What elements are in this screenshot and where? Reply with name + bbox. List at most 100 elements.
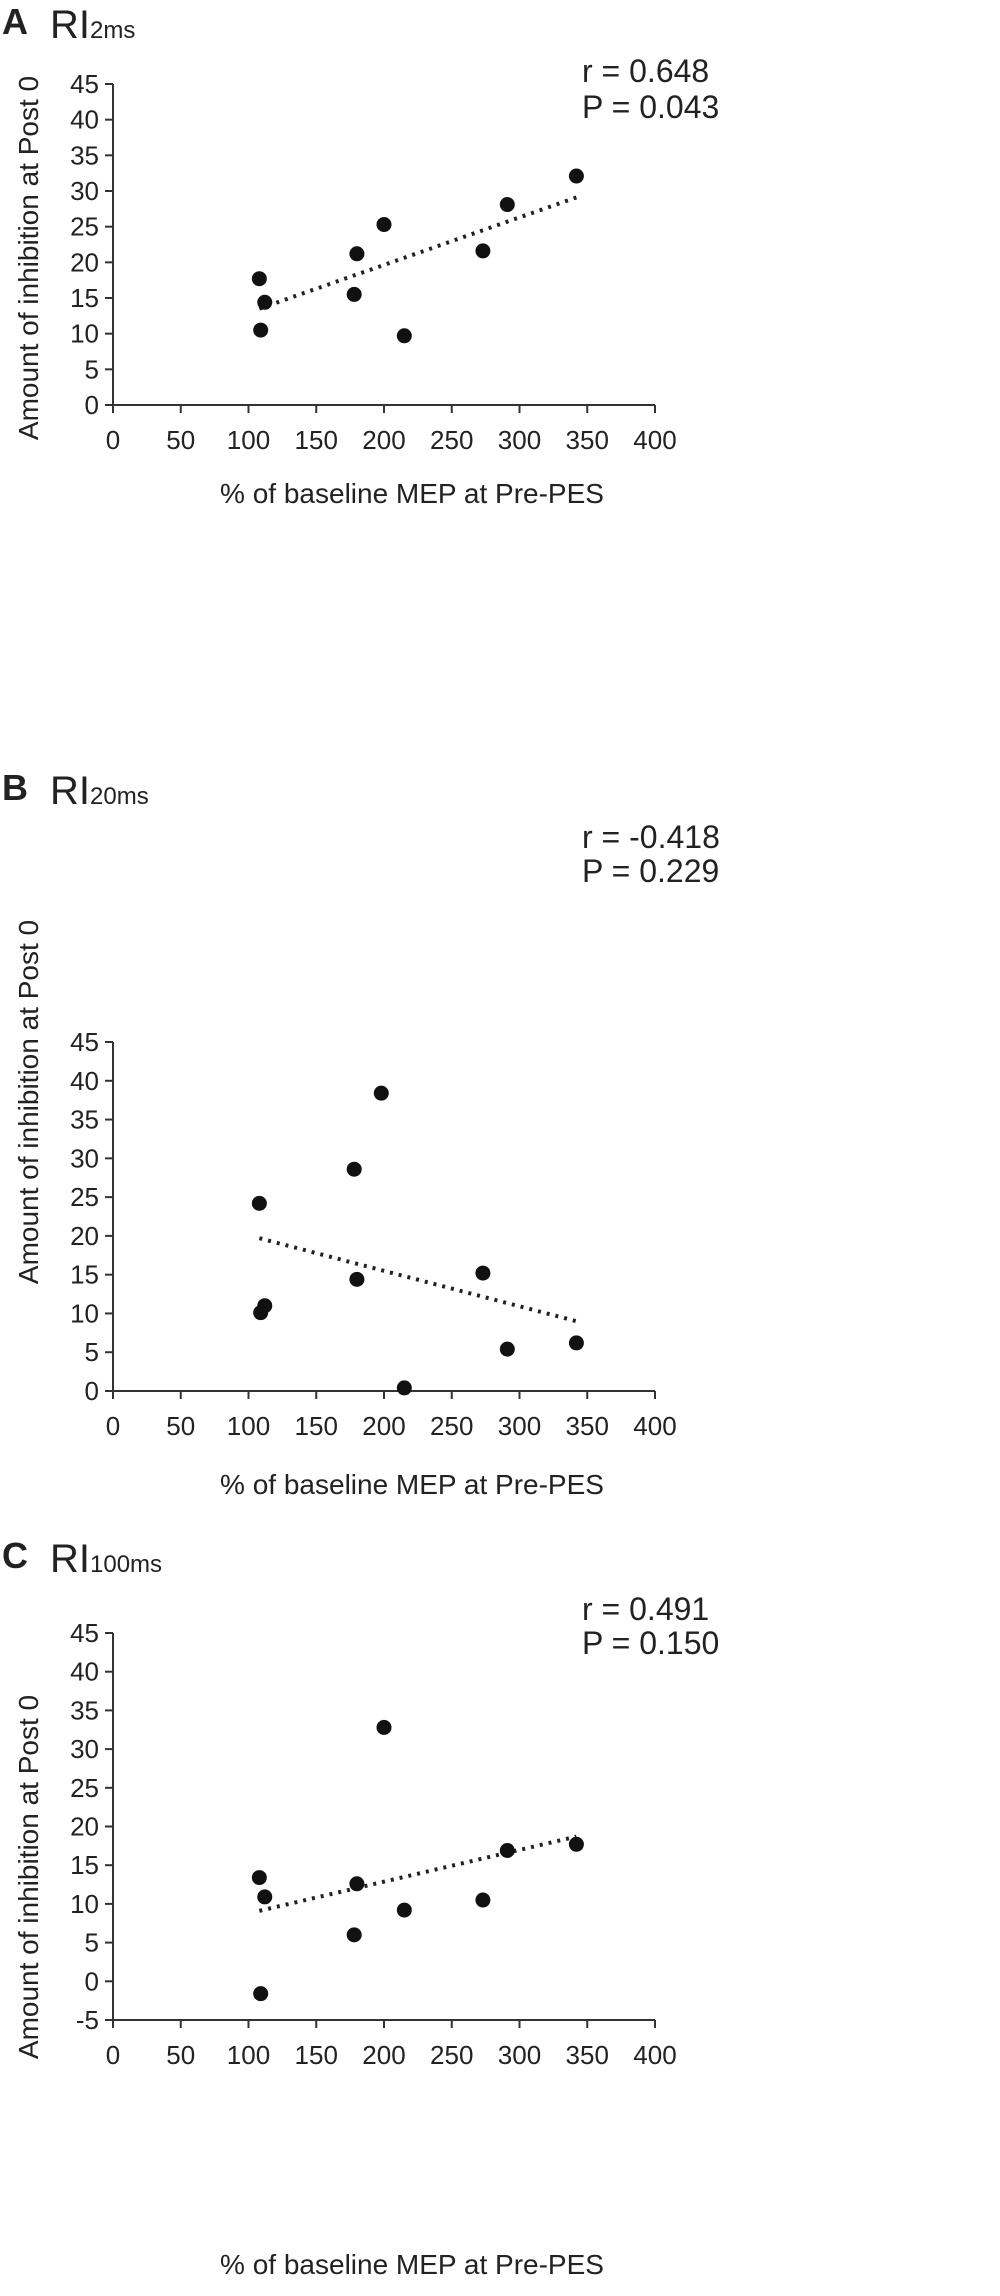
trendline-a: [258, 195, 578, 311]
y-tick-label-a: 10: [70, 319, 99, 349]
stat-p-a: P = 0.043: [582, 89, 719, 125]
y-tick-label-c: 0: [85, 1966, 99, 1996]
data-point-c: [396, 1902, 412, 1918]
data-point-c: [253, 1986, 269, 2002]
x-ticks-c: 0 50 100 150 200 250 300 350 400: [106, 2020, 677, 2070]
panel-c: C RI100ms r = 0.491 P = 0.150 Amount of …: [0, 1532, 1000, 2296]
x-tick-label-c: 400: [633, 2040, 676, 2070]
y-tick-label-c: 15: [70, 1850, 99, 1880]
stat-p-b: P = 0.229: [582, 853, 719, 889]
data-point-c: [251, 1870, 267, 1886]
trendline-c: [258, 1834, 577, 1913]
x-tick-label-a: 50: [166, 425, 195, 455]
x-tick-label-c: 0: [106, 2040, 120, 2070]
scatter-chart-b: B RI20ms r = -0.418 P = 0.229 Amount of …: [2, 767, 720, 1500]
panel-letter-a: A: [2, 1, 28, 42]
x-tick-label-b: 250: [430, 1411, 473, 1441]
y-tick-label-b: 15: [70, 1260, 99, 1290]
y-tick-label-c: 35: [70, 1695, 99, 1725]
x-tick-label-c: 50: [166, 2040, 195, 2070]
chart-title-subscript-c: 100ms: [90, 1551, 162, 1578]
x-tick-label-c: 100: [227, 2040, 270, 2070]
y-tick-label-c: 20: [70, 1812, 99, 1842]
data-point-c: [568, 1836, 584, 1852]
y-axis-label-b: Amount of inhibition at Post 0: [13, 920, 44, 1284]
stat-r-a: r = 0.648: [582, 53, 709, 89]
x-tick-label-c: 250: [430, 2040, 473, 2070]
panel-b: B RI20ms r = -0.418 P = 0.229 Amount of …: [0, 762, 1000, 1532]
x-tick-label-b: 350: [566, 1411, 609, 1441]
y-tick-label-c: 5: [85, 1928, 99, 1958]
x-tick-label-c: 150: [295, 2040, 338, 2070]
y-tick-label-b: 0: [85, 1376, 99, 1406]
data-point-a: [396, 328, 412, 344]
data-point-b: [568, 1335, 584, 1351]
trendline-b: [258, 1236, 577, 1324]
x-tick-label-c: 350: [566, 2040, 609, 2070]
stat-p-c: P = 0.150: [582, 1625, 719, 1661]
x-tick-label-a: 0: [106, 425, 120, 455]
y-tick-label-b: 20: [70, 1221, 99, 1251]
axes-c: [112, 1633, 655, 2021]
x-tick-label-a: 350: [566, 425, 609, 455]
data-point-a: [499, 197, 515, 213]
y-tick-label-a: 15: [70, 283, 99, 313]
scatter-chart-c: C RI100ms r = 0.491 P = 0.150 Amount of …: [2, 1535, 719, 2280]
y-tick-label-c: -5: [76, 2005, 99, 2035]
x-tick-label-a: 250: [430, 425, 473, 455]
data-point-a: [349, 246, 365, 262]
data-point-c: [499, 1842, 515, 1858]
y-tick-label-b: 10: [70, 1298, 99, 1328]
data-point-a: [568, 168, 584, 184]
data-point-b: [251, 1195, 267, 1211]
points-b: [251, 1085, 584, 1396]
data-point-c: [346, 1927, 362, 1943]
trendline-group-b: [258, 1236, 577, 1324]
chart-title-b: RI20ms: [50, 769, 149, 813]
data-point-b: [346, 1161, 362, 1177]
data-point-a: [475, 243, 491, 259]
x-tick-label-b: 0: [106, 1411, 120, 1441]
data-point-b: [253, 1305, 269, 1321]
x-tick-label-a: 150: [295, 425, 338, 455]
y-tick-label-a: 0: [85, 390, 99, 420]
y-tick-label-a: 5: [85, 354, 99, 384]
y-tick-label-a: 45: [70, 69, 99, 99]
x-tick-label-a: 300: [498, 425, 541, 455]
y-tick-label-b: 35: [70, 1105, 99, 1135]
y-ticks-a: 0 5 10 15 20 25 30 35 40 45: [70, 69, 113, 420]
y-tick-label-b: 25: [70, 1182, 99, 1212]
x-tick-label-c: 200: [362, 2040, 405, 2070]
panel-letter-b: B: [2, 767, 28, 808]
chart-title-c: RI100ms: [50, 1537, 162, 1581]
panel-a: A RI2ms r = 0.648 P = 0.043 Amount of in…: [0, 0, 1000, 740]
data-point-c: [257, 1889, 273, 1905]
data-point-b: [396, 1380, 412, 1396]
y-tick-label-a: 40: [70, 105, 99, 135]
data-point-a: [251, 271, 267, 287]
y-tick-label-a: 25: [70, 212, 99, 242]
y-tick-label-b: 5: [85, 1337, 99, 1367]
y-tick-label-c: 40: [70, 1657, 99, 1687]
chart-title-main-a: RI: [50, 3, 90, 47]
y-tick-label-b: 45: [70, 1027, 99, 1057]
chart-title-subscript-b: 20ms: [90, 783, 149, 810]
trendline-group-c: [258, 1834, 577, 1913]
y-tick-label-c: 25: [70, 1773, 99, 1803]
y-tick-label-a: 35: [70, 140, 99, 170]
x-tick-label-c: 300: [498, 2040, 541, 2070]
scatter-chart-a: A RI2ms r = 0.648 P = 0.043 Amount of in…: [2, 1, 719, 509]
y-axis-label-a: Amount of inhibition at Post 0: [13, 76, 44, 440]
x-tick-label-a: 400: [633, 425, 676, 455]
data-point-a: [257, 294, 273, 310]
x-ticks-a: 0 50 100 150 200 250 300 350 400: [106, 405, 677, 455]
data-point-b: [499, 1341, 515, 1357]
points-a: [251, 168, 584, 344]
data-point-c: [376, 1719, 392, 1735]
data-point-c: [349, 1876, 365, 1892]
y-axis-label-c: Amount of inhibition at Post 0: [13, 1695, 44, 2059]
x-axis-label-c: % of baseline MEP at Pre-PES: [220, 2249, 604, 2280]
x-axis-label-b: % of baseline MEP at Pre-PES: [220, 1469, 604, 1500]
x-tick-label-b: 100: [227, 1411, 270, 1441]
chart-title-main-b: RI: [50, 769, 90, 813]
